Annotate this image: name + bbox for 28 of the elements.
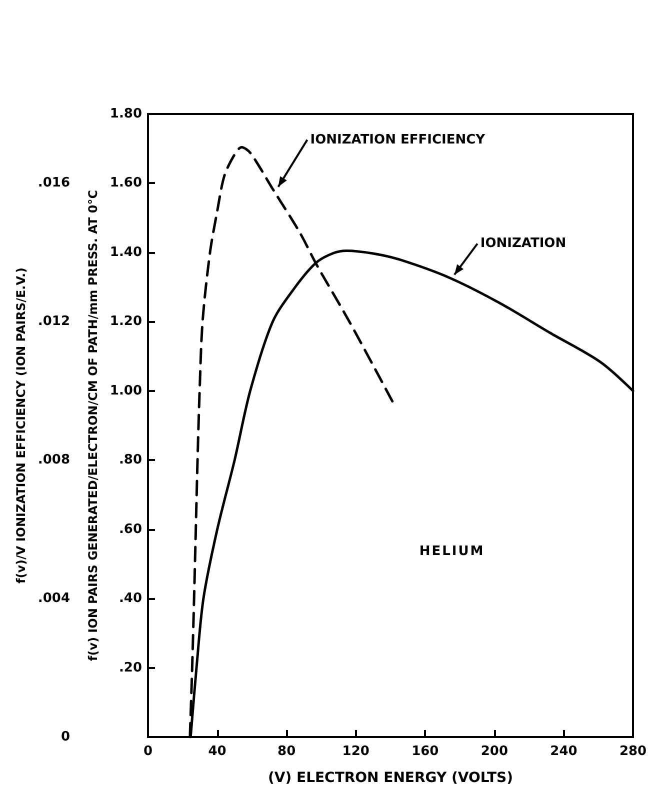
y-tick-label: .40 bbox=[118, 591, 142, 606]
x-tick-label: 0 bbox=[143, 744, 153, 759]
x-tick-label: 200 bbox=[480, 744, 508, 759]
x-axis-title: (V) ELECTRON ENERGY (VOLTS) bbox=[268, 770, 513, 786]
x-tick-label: 240 bbox=[550, 744, 578, 759]
x-tick-label: 280 bbox=[619, 744, 647, 759]
x-tick-label: 120 bbox=[342, 744, 370, 759]
y-tick-label: 1.40 bbox=[110, 244, 142, 260]
y-tick-label: 1.00 bbox=[110, 383, 142, 398]
text: IONIZATION EFFICIENCY bbox=[310, 132, 486, 148]
y-tick-label: .20 bbox=[118, 660, 142, 676]
y2-tick-label: .008 bbox=[38, 452, 70, 468]
y2-tick-label: 0 bbox=[60, 730, 70, 744]
y2-tick-label: .004 bbox=[38, 591, 70, 606]
y2-axis-title: f(v)/V IONIZATION EFFICIENCY (ION PAIRS/E.V.) bbox=[14, 267, 28, 584]
x-tick-label: 40 bbox=[208, 744, 226, 759]
annotation: HELIUM bbox=[419, 544, 485, 559]
x-tick-label: 80 bbox=[278, 744, 296, 759]
y-tick-label: .80 bbox=[118, 452, 142, 468]
y2-tick-label: .016 bbox=[38, 176, 70, 191]
y-tick-label: 1.80 bbox=[110, 106, 142, 122]
y2-tick-label: .012 bbox=[38, 314, 70, 330]
y-tick-label: .60 bbox=[118, 522, 142, 537]
x-tick-label: 160 bbox=[412, 744, 439, 759]
y-axis-title: f(v) ION PAIRS GENERATED/ELECTRON/CM OF PATH/mm PRESS. AT 0°C bbox=[86, 190, 100, 662]
y-tick-label: 1.60 bbox=[110, 176, 142, 191]
text: IONIZATION bbox=[480, 236, 566, 252]
y-tick-label: 1.20 bbox=[110, 314, 142, 330]
